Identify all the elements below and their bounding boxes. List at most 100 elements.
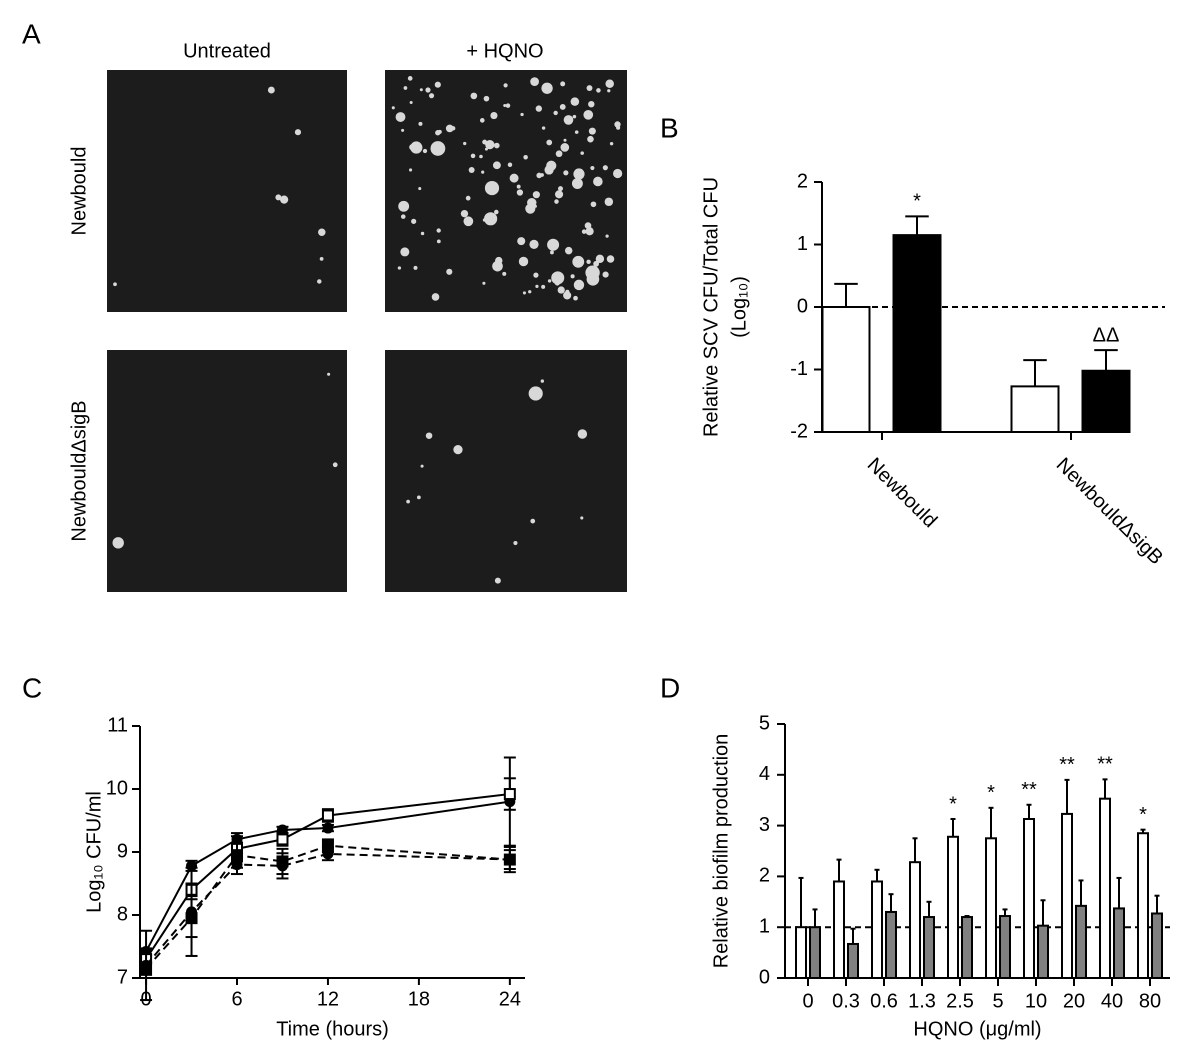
colony	[570, 274, 575, 279]
colony	[406, 499, 410, 504]
y-axis-label: Relative SCV CFU/Total CFU	[700, 177, 722, 437]
row-label: Newbould	[68, 147, 90, 236]
colony	[518, 256, 529, 267]
bar	[833, 880, 845, 979]
colony	[554, 280, 560, 286]
marker	[321, 839, 334, 852]
colony	[573, 279, 585, 291]
colony	[541, 82, 553, 94]
colony	[572, 114, 577, 119]
bar	[909, 861, 921, 980]
bar	[1023, 817, 1035, 979]
colony	[533, 204, 537, 208]
colony	[397, 266, 402, 270]
colony	[463, 141, 467, 146]
colony	[535, 105, 542, 112]
colony	[517, 237, 526, 246]
x-tick-label: 0.6	[870, 990, 898, 1012]
bar	[961, 916, 973, 979]
colony	[398, 200, 410, 212]
colony	[428, 93, 435, 99]
y-tick-label: 7	[117, 966, 128, 988]
colony	[602, 271, 609, 278]
bar	[795, 926, 807, 980]
panel-label: D	[660, 672, 680, 703]
series-line	[145, 793, 510, 960]
colony	[408, 168, 413, 172]
colony	[409, 100, 413, 104]
colony	[494, 209, 499, 215]
bar	[871, 880, 883, 979]
series-line	[145, 844, 510, 970]
colony	[431, 293, 440, 301]
colony	[614, 121, 621, 128]
colony	[400, 247, 410, 257]
colony	[318, 228, 326, 236]
annotation: *	[1139, 804, 1147, 826]
colony	[507, 162, 513, 167]
colony	[460, 209, 469, 218]
bar	[1081, 369, 1131, 433]
colony	[275, 194, 282, 201]
colony	[596, 88, 601, 93]
colony	[586, 259, 591, 265]
y-tick-label: 4	[759, 763, 770, 785]
colony	[490, 111, 498, 120]
colony	[319, 256, 324, 261]
bar	[821, 306, 871, 433]
colony	[505, 103, 511, 108]
y-tick-label: 3	[759, 814, 770, 836]
colony	[485, 140, 495, 150]
bar	[809, 926, 821, 980]
row-label: NewbouldΔsigB	[68, 400, 90, 541]
colony	[586, 85, 593, 92]
y-tick-label: 0	[759, 966, 770, 988]
bar	[1099, 797, 1111, 980]
colony	[540, 379, 545, 383]
x-tick-label: 10	[1025, 990, 1047, 1012]
x-tick-label: NewbouldΔsigB	[1052, 454, 1167, 569]
colony	[602, 165, 608, 171]
y-tick-label: 9	[117, 840, 128, 862]
colony	[419, 88, 423, 92]
colony	[280, 195, 289, 204]
colony	[479, 154, 483, 159]
y-axis-label: (Log₁₀)	[728, 276, 750, 338]
colony	[613, 168, 623, 179]
bar	[985, 837, 997, 979]
colony	[558, 186, 563, 192]
x-tick-label: 12	[317, 988, 339, 1010]
colony	[529, 239, 539, 250]
series-line	[145, 852, 510, 967]
colony	[528, 386, 543, 401]
x-tick-label: 20	[1063, 990, 1085, 1012]
y-tick-label: 5	[759, 712, 770, 734]
colony	[571, 178, 583, 189]
colony	[445, 124, 454, 133]
bar	[892, 234, 942, 433]
colony	[113, 282, 117, 287]
colony	[492, 260, 503, 272]
y-tick-label: 8	[117, 903, 128, 925]
colony	[470, 153, 476, 159]
marker	[140, 962, 153, 975]
colony	[585, 265, 600, 280]
colony	[546, 160, 557, 171]
colony	[492, 161, 501, 170]
bar	[1075, 904, 1087, 980]
colony	[572, 255, 585, 268]
x-tick-label: 24	[499, 988, 521, 1010]
colony	[420, 464, 424, 468]
colony	[522, 291, 526, 295]
colony	[555, 190, 564, 199]
colony	[484, 147, 488, 151]
colony	[479, 118, 485, 123]
plate-image	[107, 70, 347, 312]
colony	[482, 139, 488, 145]
colony	[609, 141, 614, 146]
colony	[493, 142, 500, 149]
marker	[321, 809, 334, 822]
y-tick-label: 1	[759, 915, 770, 937]
colony	[605, 79, 614, 88]
